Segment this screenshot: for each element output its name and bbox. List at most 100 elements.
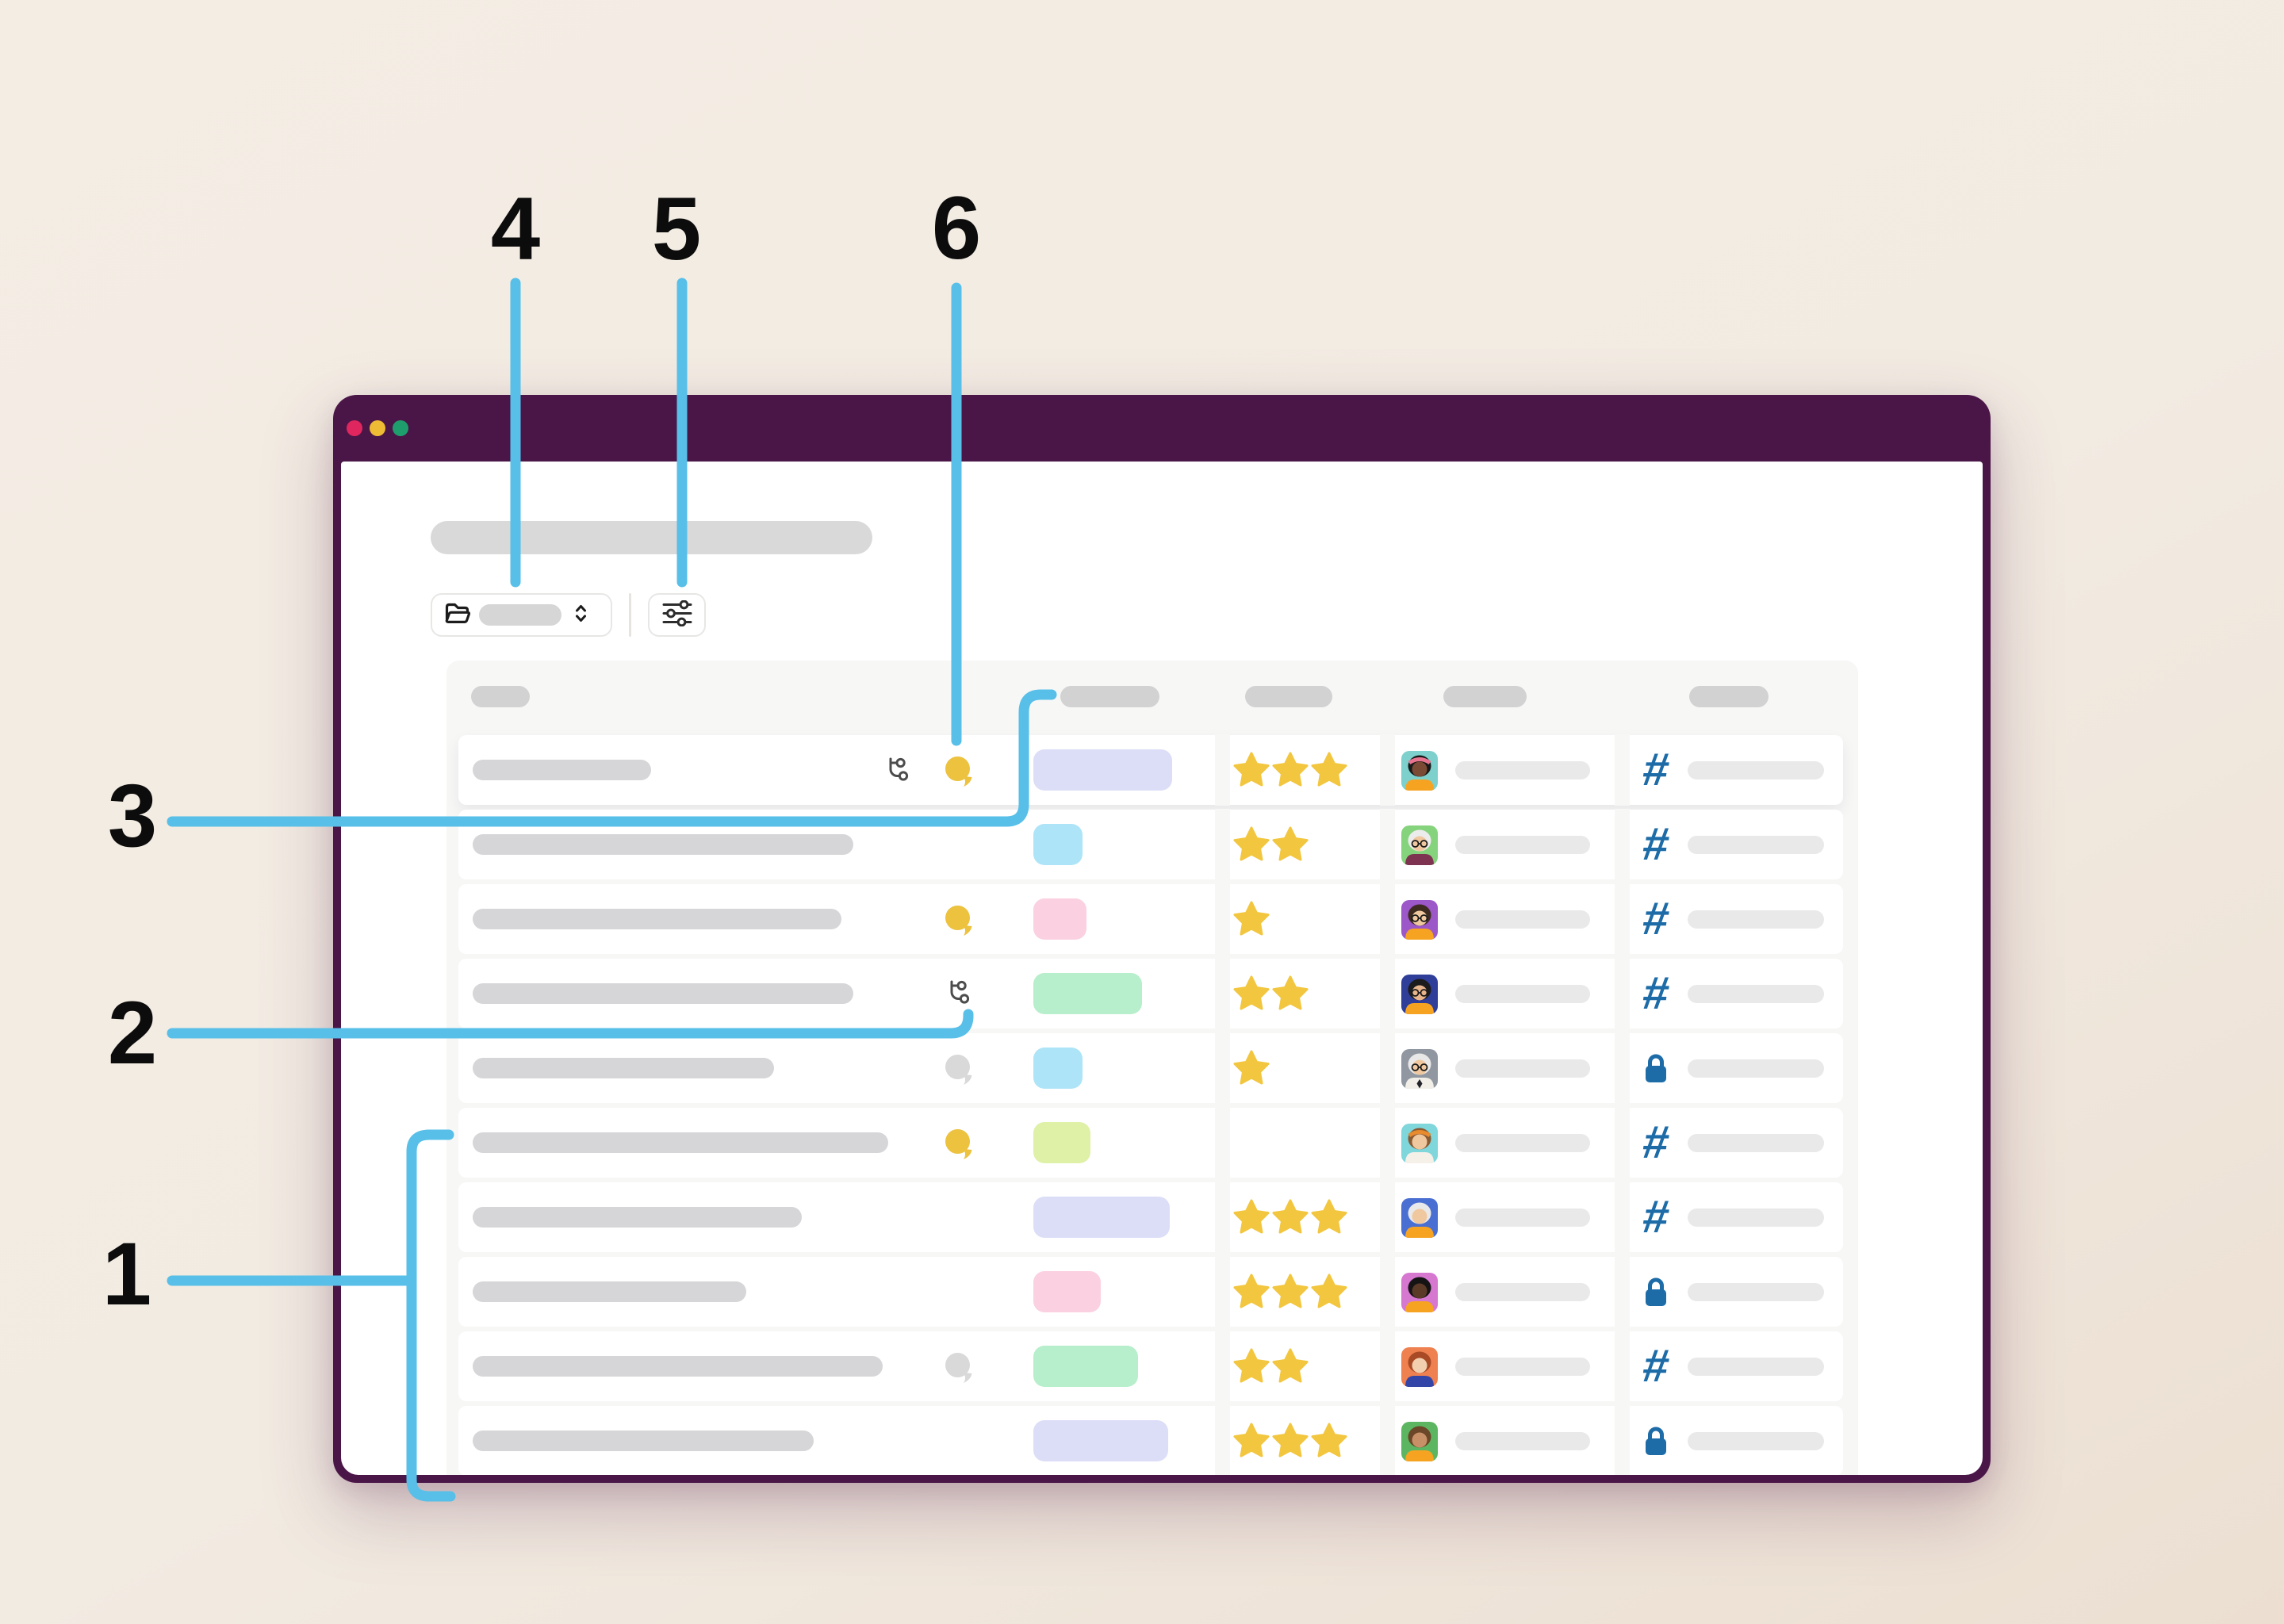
avatar [1401,751,1438,795]
owner-column-header[interactable] [1443,686,1527,707]
comment-icon [944,904,974,941]
table-row[interactable]: # [458,809,1843,880]
star-icon [1272,1423,1309,1457]
callout-number-1: 1 [102,1224,152,1323]
owner-name-skeleton [1455,1283,1590,1301]
table-row[interactable] [458,1256,1843,1327]
minimize-button[interactable] [370,420,385,436]
folder-dropdown[interactable] [431,593,612,637]
channel-hash-icon: # [1639,1191,1673,1243]
rating-stars [1233,826,1309,861]
rating-column-header[interactable] [1245,686,1332,707]
channel-hash-icon: # [1639,967,1673,1019]
item-name-skeleton [473,983,853,1004]
column-gap [1615,1331,1630,1402]
column-gap [1215,1405,1230,1475]
owner-name-skeleton [1455,985,1590,1003]
column-gap [1615,1405,1630,1475]
channel-name-skeleton [1688,985,1824,1003]
column-gap [1615,883,1630,955]
comment-icon [944,1053,974,1090]
tag-pill[interactable] [1033,1197,1170,1238]
star-icon [1272,1274,1309,1308]
callout-number-2: 2 [107,983,158,1082]
tag-pill[interactable] [1033,1346,1138,1387]
column-gap [1215,958,1230,1029]
channel-hash-icon: # [1639,1340,1673,1392]
star-icon [1233,1199,1270,1234]
star-icon [1311,1199,1347,1234]
rating-stars [1233,752,1347,787]
name-column-header[interactable] [471,686,530,707]
table-row[interactable]: # [458,958,1843,1029]
column-gap [1380,1405,1395,1475]
column-gap [1215,734,1230,806]
table-row[interactable]: # [458,1182,1843,1253]
column-gap [1380,1256,1395,1327]
filter-button[interactable] [648,593,706,637]
rating-stars [1233,975,1309,1010]
item-name-skeleton [473,1207,802,1228]
channel-name-skeleton [1688,1059,1824,1078]
toolbar [431,593,706,637]
star-icon [1311,1423,1347,1457]
column-gap [1215,883,1230,955]
channel-lock-icon [1636,1044,1676,1092]
table-row[interactable]: # [458,734,1843,806]
avatar [1401,975,1438,1018]
owner-name-skeleton [1455,761,1590,779]
table-row[interactable] [458,1032,1843,1104]
channel-name-skeleton [1688,1208,1824,1227]
column-gap [1380,734,1395,806]
comment-icon [944,1128,974,1165]
column-gap [1615,958,1630,1029]
callout-number-3: 3 [107,766,158,865]
tag-pill[interactable] [1033,1420,1168,1461]
zoom-button[interactable] [393,420,408,436]
rating-stars [1233,1348,1309,1383]
channel-lock-icon [1636,1417,1676,1465]
lock-icon [1646,1054,1666,1082]
star-icon [1233,1050,1270,1085]
star-icon [1272,752,1309,787]
channel-hash-icon: # [1639,818,1673,870]
owner-name-skeleton [1455,1432,1590,1450]
tag-pill[interactable] [1033,749,1172,791]
tag-pill[interactable] [1033,973,1142,1014]
star-icon [1272,975,1309,1010]
sort-chevrons-icon [574,603,588,628]
lists-table: # # # [446,661,1858,1475]
lock-icon [1646,1427,1666,1455]
tag-pill[interactable] [1033,898,1086,940]
item-name-skeleton [473,1132,888,1153]
table-row[interactable]: # [458,1331,1843,1402]
channel-column-header[interactable] [1689,686,1769,707]
column-gap [1380,883,1395,955]
table-row[interactable] [458,1405,1843,1475]
table-row[interactable]: # [458,1107,1843,1178]
star-icon [1311,752,1347,787]
folder-icon [442,599,471,632]
star-icon [1311,1274,1347,1308]
table-row[interactable]: # [458,883,1843,955]
comment-icon [944,1351,974,1388]
tag-pill[interactable] [1033,1122,1090,1163]
tag-pill[interactable] [1033,824,1083,865]
channel-name-skeleton [1688,1283,1824,1301]
column-gap [1215,809,1230,880]
close-button[interactable] [347,420,362,436]
channel-hash-icon: # [1639,1116,1673,1168]
owner-name-skeleton [1455,1059,1590,1078]
avatar [1401,1422,1438,1465]
rating-stars [1233,1274,1347,1308]
page-title-skeleton [431,521,872,554]
item-name-skeleton [473,834,853,855]
tags-column-header[interactable] [1060,686,1159,707]
star-icon [1272,1199,1309,1234]
tag-pill[interactable] [1033,1271,1101,1312]
channel-name-skeleton [1688,1432,1824,1450]
avatar [1401,1347,1438,1391]
app-window: # # # [333,395,1991,1483]
tag-pill[interactable] [1033,1048,1083,1089]
